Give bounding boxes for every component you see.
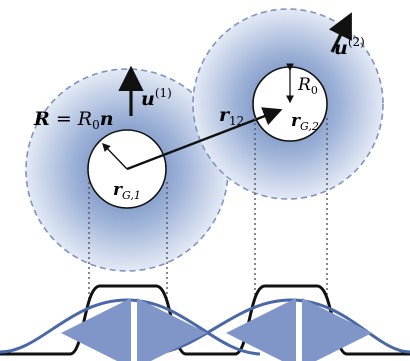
gaussian-profile-1 — [0, 298, 261, 356]
label-rG2: rG,2 — [291, 111, 319, 133]
label-rG1: rG,1 — [113, 180, 141, 202]
radius-vector-R — [102, 142, 128, 170]
orientation-u2-arrow — [328, 12, 352, 53]
label-R0: R0 — [297, 75, 318, 97]
projection-lines — [88, 118, 328, 300]
separation-vector-r12 — [126, 107, 283, 171]
label-R-equation: R = R0n — [33, 108, 114, 132]
label-u1: u(1) — [141, 86, 172, 110]
label-r12: r12 — [219, 104, 244, 128]
gaussian-profile-2 — [149, 298, 410, 356]
label-u2: u(2) — [334, 35, 365, 59]
